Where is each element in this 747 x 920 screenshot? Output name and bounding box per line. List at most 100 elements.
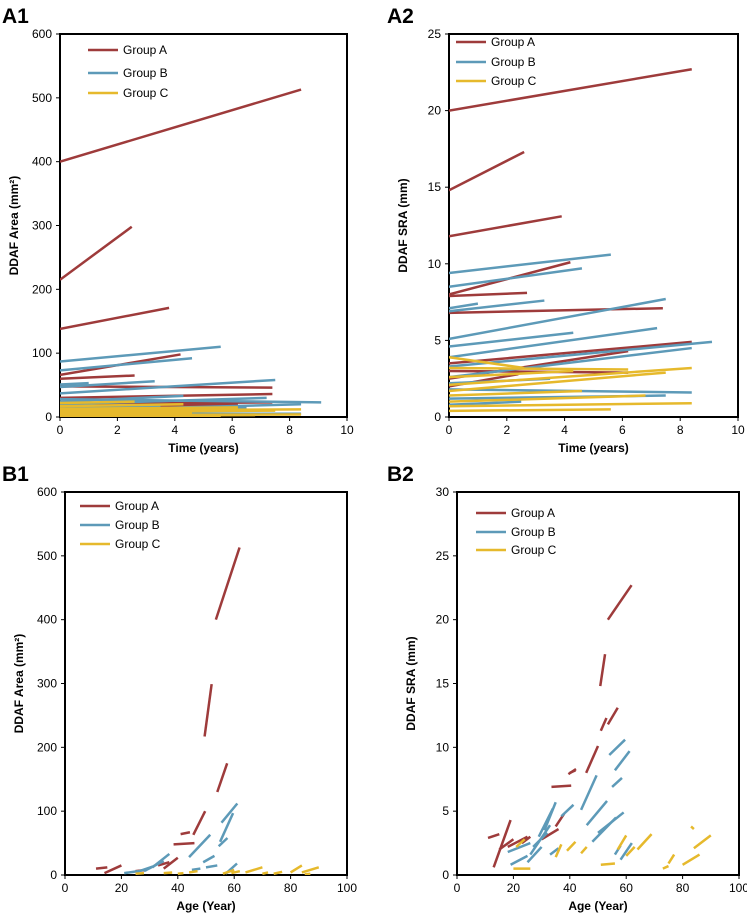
series-line-group-a — [60, 88, 302, 163]
x-tick-label: 0 — [446, 423, 453, 437]
series-line-group-c — [625, 846, 636, 857]
y-tick-label: 100 — [32, 346, 52, 360]
x-tick-label: 10 — [340, 423, 354, 437]
series-line-group-b — [526, 846, 543, 864]
series-line-group-a — [449, 291, 528, 298]
y-tick-label: 5 — [434, 333, 441, 347]
series-line-group-a — [449, 68, 692, 112]
panel-label-b2: B2 — [387, 463, 414, 486]
series-line-group-b — [449, 267, 583, 289]
series-line-group-b — [60, 381, 89, 386]
series-line-group-b — [60, 378, 276, 395]
series-line-group-a — [95, 866, 108, 870]
series-line-group-a — [551, 784, 572, 789]
series-line-group-a — [507, 835, 529, 849]
series-line-group-b — [509, 854, 529, 866]
legend-label-group-c: Group C — [511, 543, 557, 557]
series-line-group-b — [449, 253, 611, 275]
series-line-group-b — [220, 802, 239, 824]
x-tick-label: 80 — [676, 881, 690, 895]
series-line-group-b — [60, 380, 155, 389]
plot-frame — [64, 491, 348, 876]
series-line-group-a — [585, 745, 600, 774]
x-tick-label: 20 — [115, 881, 129, 895]
y-tick-label: 400 — [32, 155, 52, 169]
x-axis-title: Age (Year) — [568, 899, 627, 913]
series-line-group-c — [231, 869, 241, 875]
series-line-group-c — [566, 840, 577, 852]
x-tick-label: 10 — [731, 423, 745, 437]
series-line-group-c — [554, 843, 563, 858]
legend-label-group-b: Group B — [511, 525, 556, 539]
series-line-group-c — [60, 411, 193, 416]
series-group — [60, 88, 322, 417]
y-tick-label: 15 — [428, 180, 442, 194]
series-line-group-c — [273, 870, 283, 875]
series-line-group-b — [549, 847, 560, 856]
y-axis-title: DDAF Area (mm²) — [7, 176, 21, 276]
panel-a2: A2 0 2 4 6 8 10 0 5 10 15 20 25 Time (years) DDAF SRA … — [387, 5, 745, 455]
y-tick-label: 5 — [442, 804, 449, 818]
series-line-group-c — [449, 389, 582, 397]
series-line-group-b — [449, 297, 666, 341]
x-tick-label: 0 — [62, 881, 69, 895]
panel-label-a1: A1 — [2, 5, 29, 28]
series-line-group-a — [449, 340, 692, 365]
series-line-group-a — [599, 653, 607, 687]
series-line-group-c — [449, 394, 646, 403]
series-line-group-c — [245, 866, 263, 874]
series-line-group-c — [449, 366, 692, 387]
series-line-group-a — [180, 831, 191, 836]
legend-label-group-c: Group C — [123, 86, 169, 100]
plot-frame — [59, 33, 348, 418]
x-tick-label: 40 — [563, 881, 577, 895]
series-line-group-b — [608, 738, 626, 756]
series-line-group-a — [498, 838, 515, 851]
series-line-group-a — [569, 769, 576, 775]
plot-frame — [448, 33, 739, 418]
series-line-group-b — [579, 774, 598, 811]
series-group — [487, 584, 712, 870]
series-line-group-b — [560, 803, 575, 818]
series-line-group-c — [289, 864, 303, 874]
series-line-group-a — [599, 717, 608, 732]
x-tick-label: 4 — [561, 423, 568, 437]
series-line-group-a — [192, 810, 207, 836]
series-line-group-c — [667, 853, 676, 865]
series-line-group-c — [636, 833, 653, 851]
y-axis-title: DDAF Area (mm²) — [12, 634, 26, 734]
series-line-group-b — [613, 750, 631, 772]
series-line-group-b — [449, 299, 545, 313]
y-tick-label: 0 — [434, 410, 441, 424]
series-line-group-c — [449, 371, 666, 393]
legend-label-group-a: Group A — [123, 43, 167, 57]
series-line-group-a — [60, 374, 135, 380]
y-tick-label: 10 — [428, 257, 442, 271]
series-line-group-a — [162, 856, 179, 870]
legend-label-group-a: Group A — [491, 35, 535, 49]
series-line-group-a — [214, 547, 241, 621]
series-line-group-c — [60, 400, 135, 405]
x-tick-label: 8 — [286, 423, 293, 437]
series-line-group-c — [301, 866, 320, 874]
series-line-group-a — [540, 827, 560, 841]
series-line-group-a — [103, 864, 122, 875]
x-tick-label: 2 — [503, 423, 510, 437]
series-line-group-c — [690, 825, 695, 830]
series-line-group-b — [202, 854, 216, 864]
series-line-group-b — [611, 777, 623, 788]
series-group — [95, 547, 320, 875]
y-tick-label: 20 — [436, 613, 450, 627]
series-line-group-c — [163, 871, 173, 875]
series-line-group-c — [262, 871, 269, 875]
series-line-group-c — [616, 834, 628, 851]
y-tick-label: 30 — [436, 485, 450, 499]
series-line-group-b — [205, 864, 218, 869]
series-line-group-c — [60, 402, 184, 408]
series-line-group-c — [449, 401, 692, 408]
series-line-group-b — [449, 331, 574, 348]
series-line-group-a — [449, 215, 562, 238]
series-line-group-b — [191, 867, 201, 872]
y-tick-label: 200 — [32, 282, 52, 296]
